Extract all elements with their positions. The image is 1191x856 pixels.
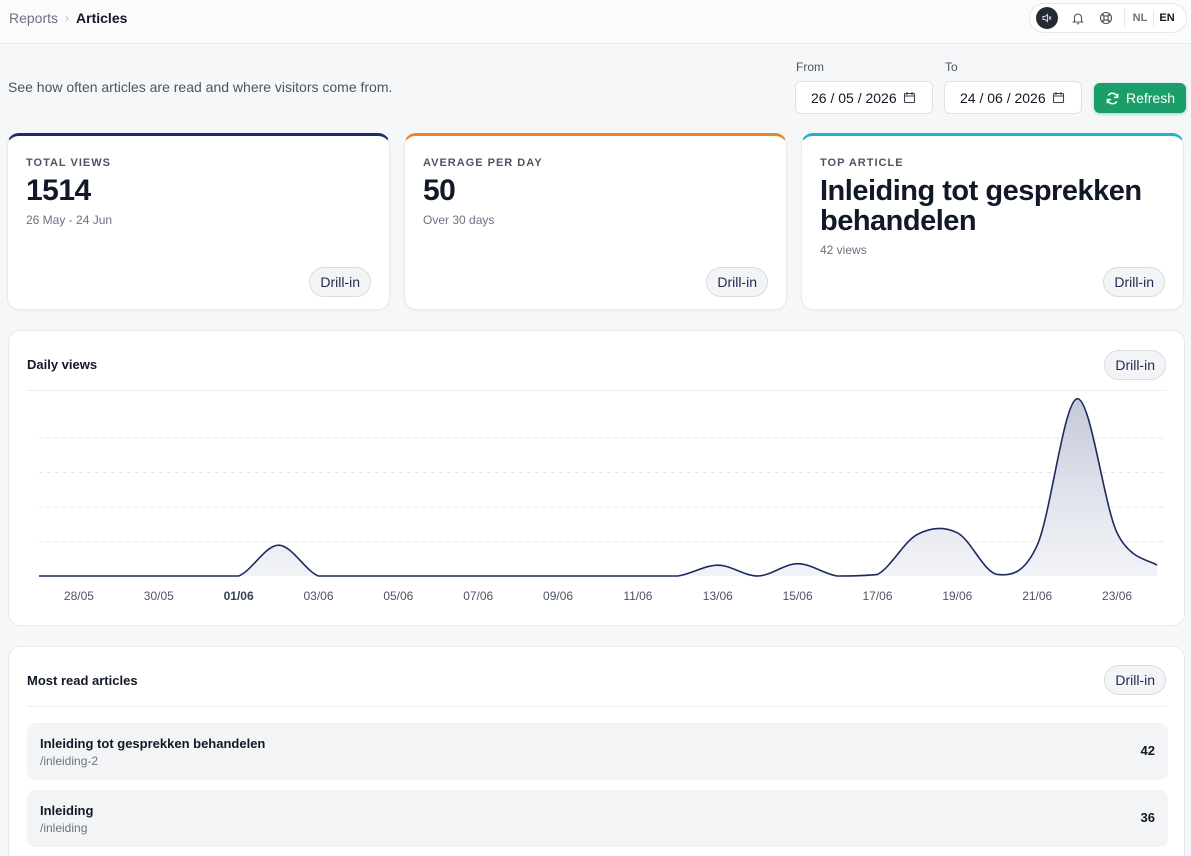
kpi-subtext: 26 May - 24 Jun [26, 213, 113, 227]
article-path: /inleiding [40, 821, 88, 835]
chart-area-fill [39, 398, 1157, 576]
kpi-card-average-per-day: AVERAGE PER DAY 50 Over 30 days Drill-in [404, 133, 787, 310]
series-line [39, 397, 1158, 577]
daily-views-panel: Daily views Drill-in 28/05 30/05 01/06 03/0… [8, 330, 1185, 626]
page-subtitle: See how often articles are read and wher… [8, 79, 393, 95]
from-label: From [796, 60, 824, 74]
kpi-subtext: Over 30 days [423, 213, 495, 227]
daily-views-chart: 28/05 30/05 01/06 03/06 05/06 07/06 09/06 11/06… [39, 397, 1165, 603]
x-tick-label: 13/06 [703, 589, 733, 603]
refresh-label: Refresh [1125, 90, 1176, 106]
to-label: To [945, 60, 958, 74]
breadcrumb-reports-link[interactable]: Reports [9, 10, 59, 26]
x-tick-label: 03/06 [303, 589, 333, 603]
kpi-value: 50 [423, 174, 456, 207]
panel-title: Daily views [27, 357, 98, 372]
drill-in-button[interactable]: Drill-in [1104, 665, 1166, 695]
from-date-input[interactable]: 26 / 05 / 2026 [795, 81, 933, 114]
mute-icon[interactable] [1036, 7, 1058, 29]
article-path: /inleiding-2 [40, 754, 99, 768]
x-tick-label: 07/06 [463, 589, 493, 603]
kpi-value: Inleiding tot gesprekken behandelen [820, 175, 1142, 237]
article-title: Inleiding [40, 803, 94, 818]
chevron-right-icon: › [65, 11, 70, 25]
x-tick-label: 11/06 [623, 589, 652, 603]
support-icon[interactable] [1092, 7, 1120, 29]
x-tick-label: 15/06 [783, 589, 813, 603]
from-date-value: 26 / 05 / 2026 [811, 89, 897, 106]
language-nl[interactable]: NL [1132, 12, 1148, 24]
to-date-input[interactable]: 24 / 06 / 2026 [944, 81, 1082, 114]
breadcrumb: Reports › Articles [9, 10, 127, 26]
kpi-label: TOTAL VIEWS [26, 157, 111, 169]
drill-in-button[interactable]: Drill-in [1104, 350, 1166, 380]
x-tick-label: 17/06 [862, 589, 892, 603]
toolbar-pill: NL EN [1029, 3, 1187, 33]
kpi-label: AVERAGE PER DAY [423, 157, 543, 169]
calendar-icon[interactable] [1052, 91, 1065, 104]
article-view-count: 42 [1140, 743, 1155, 758]
x-tick-label: 28/05 [64, 589, 94, 603]
to-date-value: 24 / 06 / 2026 [960, 89, 1046, 106]
panel-divider [27, 390, 1166, 391]
toolbar-divider [1153, 10, 1154, 26]
most-read-panel: Most read articles Drill-in Inleiding to… [8, 646, 1185, 856]
x-tick-label: 21/06 [1022, 589, 1052, 603]
kpi-card-top-article: TOP ARTICLE Inleiding tot gesprekken beh… [801, 133, 1184, 310]
kpi-value: 1514 [26, 174, 91, 207]
language-en[interactable]: EN [1159, 12, 1175, 24]
panel-divider [27, 706, 1166, 707]
article-view-count: 36 [1140, 810, 1155, 825]
article-row[interactable]: Inleiding /inleiding 36 [27, 790, 1168, 847]
kpi-label: TOP ARTICLE [820, 157, 904, 169]
article-title: Inleiding tot gesprekken behandelen [40, 736, 266, 751]
kpi-subtext: 42 views [820, 243, 867, 257]
x-tick-label: 05/06 [383, 589, 413, 603]
toolbar-divider [1124, 8, 1125, 28]
kpi-card-total-views: TOTAL VIEWS 1514 26 May - 24 Jun Drill-i… [7, 133, 390, 310]
panel-title: Most read articles [27, 673, 138, 688]
x-tick-label: 23/06 [1102, 589, 1132, 603]
x-tick-label: 09/06 [543, 589, 573, 603]
refresh-icon [1106, 92, 1119, 104]
x-tick-label: 30/05 [144, 589, 174, 603]
article-row[interactable]: Inleiding tot gesprekken behandelen /inl… [27, 723, 1168, 780]
bell-icon[interactable] [1064, 7, 1092, 29]
drill-in-button[interactable]: Drill-in [309, 267, 371, 297]
drill-in-button[interactable]: Drill-in [1103, 267, 1165, 297]
x-tick-label: 01/06 [224, 589, 254, 603]
refresh-button[interactable]: Refresh [1094, 83, 1186, 113]
top-bar: Reports › Articles NL EN [0, 0, 1191, 44]
breadcrumb-current: Articles [76, 10, 128, 26]
calendar-icon[interactable] [903, 91, 916, 104]
x-tick-label: 19/06 [942, 589, 972, 603]
drill-in-button[interactable]: Drill-in [706, 267, 768, 297]
